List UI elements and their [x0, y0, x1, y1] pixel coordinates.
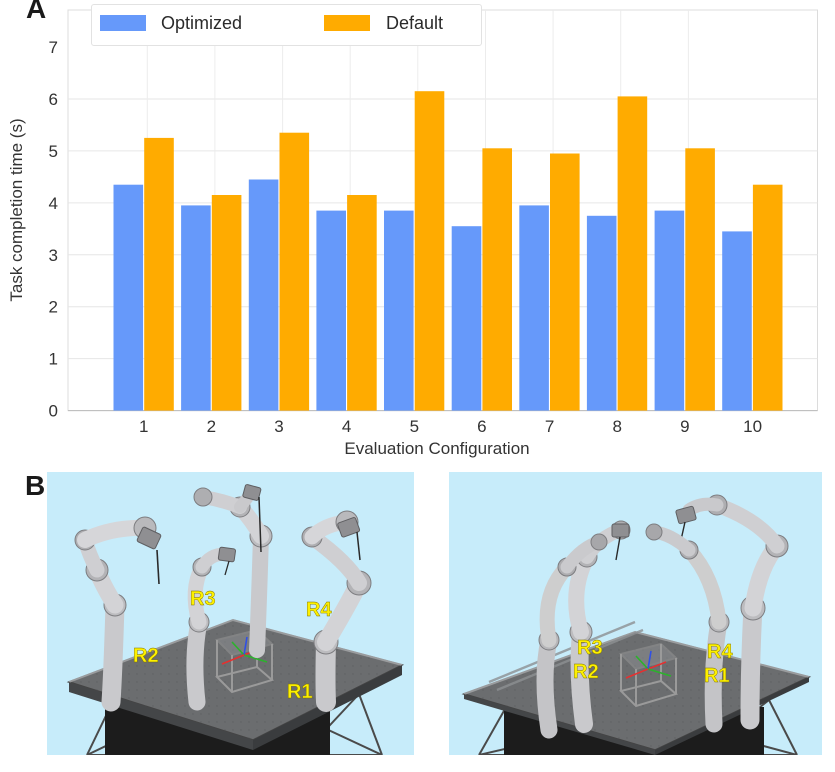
svg-text:5: 5 — [49, 142, 58, 161]
svg-text:10: 10 — [743, 417, 762, 436]
svg-text:1: 1 — [49, 350, 58, 369]
svg-text:5: 5 — [410, 417, 419, 436]
svg-text:4: 4 — [342, 417, 351, 436]
svg-text:R4: R4 — [306, 599, 332, 621]
svg-text:2: 2 — [207, 417, 216, 436]
svg-text:Task completion time (s): Task completion time (s) — [7, 118, 26, 301]
svg-text:R2: R2 — [573, 661, 599, 683]
svg-text:7: 7 — [545, 417, 554, 436]
svg-text:1: 1 — [139, 417, 148, 436]
svg-text:R2: R2 — [133, 645, 159, 667]
svg-text:8: 8 — [612, 417, 621, 436]
svg-text:4: 4 — [49, 194, 58, 213]
svg-text:9: 9 — [680, 417, 689, 436]
svg-text:R3: R3 — [190, 588, 216, 610]
svg-text:6: 6 — [477, 417, 486, 436]
svg-text:R1: R1 — [704, 665, 730, 687]
svg-text:3: 3 — [274, 417, 283, 436]
svg-text:0: 0 — [49, 402, 58, 421]
svg-text:3: 3 — [49, 246, 58, 265]
svg-text:Evaluation Configuration: Evaluation Configuration — [344, 439, 529, 458]
svg-text:7: 7 — [49, 38, 58, 57]
svg-text:2: 2 — [49, 298, 58, 317]
svg-text:R1: R1 — [287, 681, 313, 703]
svg-text:R4: R4 — [707, 641, 733, 663]
svg-text:6: 6 — [49, 90, 58, 109]
svg-text:R3: R3 — [577, 637, 603, 659]
